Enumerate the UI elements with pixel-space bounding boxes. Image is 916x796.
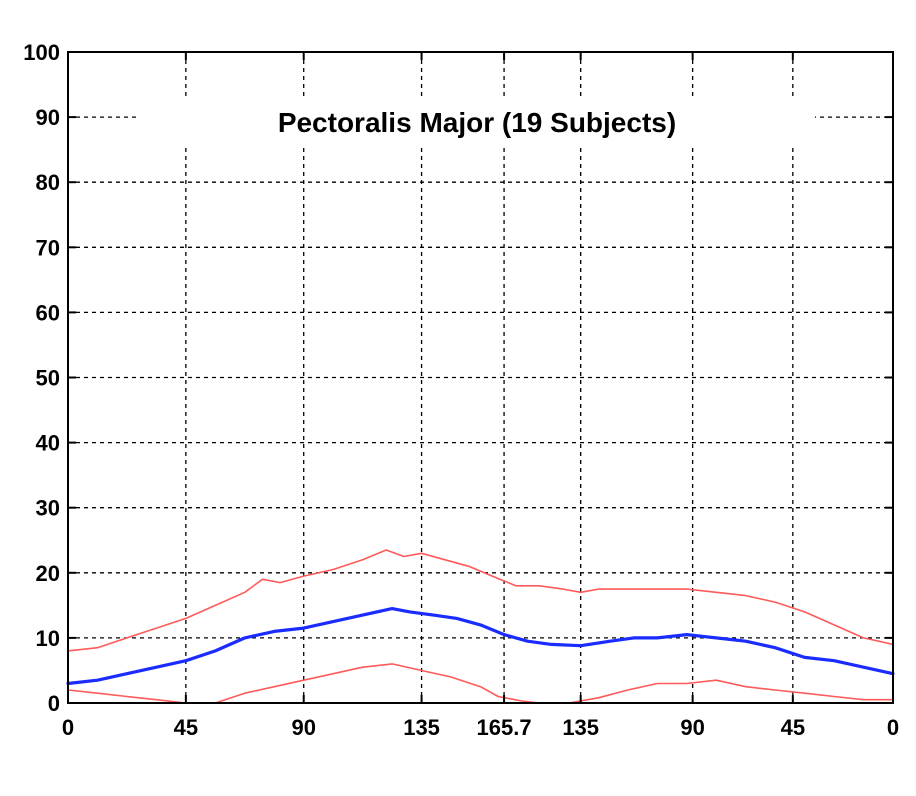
x-tick-label: 0	[62, 715, 74, 740]
y-tick-label: 10	[36, 626, 60, 651]
y-tick-labels: 0 10 20 30 40 50 60 70 80 90 100	[23, 40, 60, 716]
series-line-0	[67, 549, 894, 652]
x-tick-label: 45	[781, 715, 805, 740]
x-tick-label: 90	[680, 715, 704, 740]
y-tick-label: 0	[48, 691, 60, 716]
chart-title: Pectoralis Major (19 Subjects)	[278, 107, 676, 138]
y-tick-label: 20	[36, 561, 60, 586]
y-tick-label: 90	[36, 105, 60, 130]
y-tick-label: 80	[36, 170, 60, 195]
x-tick-label: 45	[174, 715, 198, 740]
y-tick-label: 60	[36, 300, 60, 325]
tick-marks	[67, 51, 894, 704]
y-tick-label: 100	[23, 40, 60, 65]
x-tick-label: 135	[562, 715, 599, 740]
x-tick-label: 90	[291, 715, 315, 740]
y-tick-label: 30	[36, 496, 60, 521]
y-tick-label: 40	[36, 431, 60, 456]
y-tick-label: 50	[36, 366, 60, 391]
x-tick-label: 165.7	[477, 715, 532, 740]
y-tick-label: 70	[36, 235, 60, 260]
series-line-1	[66, 606, 895, 686]
title-background	[140, 98, 815, 144]
x-tick-label: 0	[887, 715, 899, 740]
x-tick-labels: 0 45 90 135 165.7 135 90 45 0	[62, 715, 899, 740]
x-tick-label: 135	[403, 715, 440, 740]
